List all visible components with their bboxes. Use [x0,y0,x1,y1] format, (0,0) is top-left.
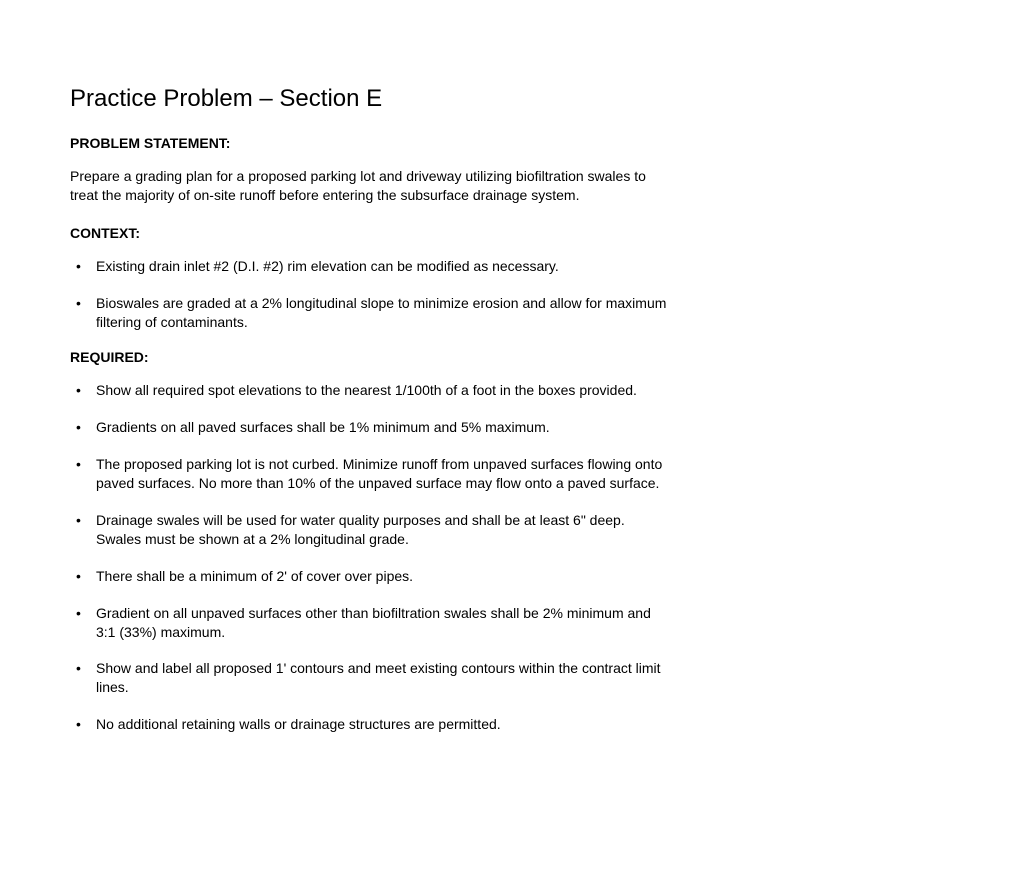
problem-statement-header: PROBLEM STATEMENT: [70,135,954,151]
list-item: The proposed parking lot is not curbed. … [96,455,670,493]
required-header: REQUIRED: [70,349,954,365]
list-item: No additional retaining walls or drainag… [96,715,670,734]
list-item: Bioswales are graded at a 2% longitudina… [96,294,670,332]
list-item: There shall be a minimum of 2' of cover … [96,567,670,586]
required-list: Show all required spot elevations to the… [70,381,670,734]
context-list: Existing drain inlet #2 (D.I. #2) rim el… [70,257,670,332]
list-item: Gradient on all unpaved surfaces other t… [96,604,670,642]
list-item: Existing drain inlet #2 (D.I. #2) rim el… [96,257,670,276]
list-item: Drainage swales will be used for water q… [96,511,670,549]
list-item: Gradients on all paved surfaces shall be… [96,418,670,437]
problem-statement-text: Prepare a grading plan for a proposed pa… [70,167,650,205]
page-title: Practice Problem – Section E [70,85,954,113]
list-item: Show all required spot elevations to the… [96,381,670,400]
context-header: CONTEXT: [70,225,954,241]
list-item: Show and label all proposed 1' contours … [96,659,670,697]
